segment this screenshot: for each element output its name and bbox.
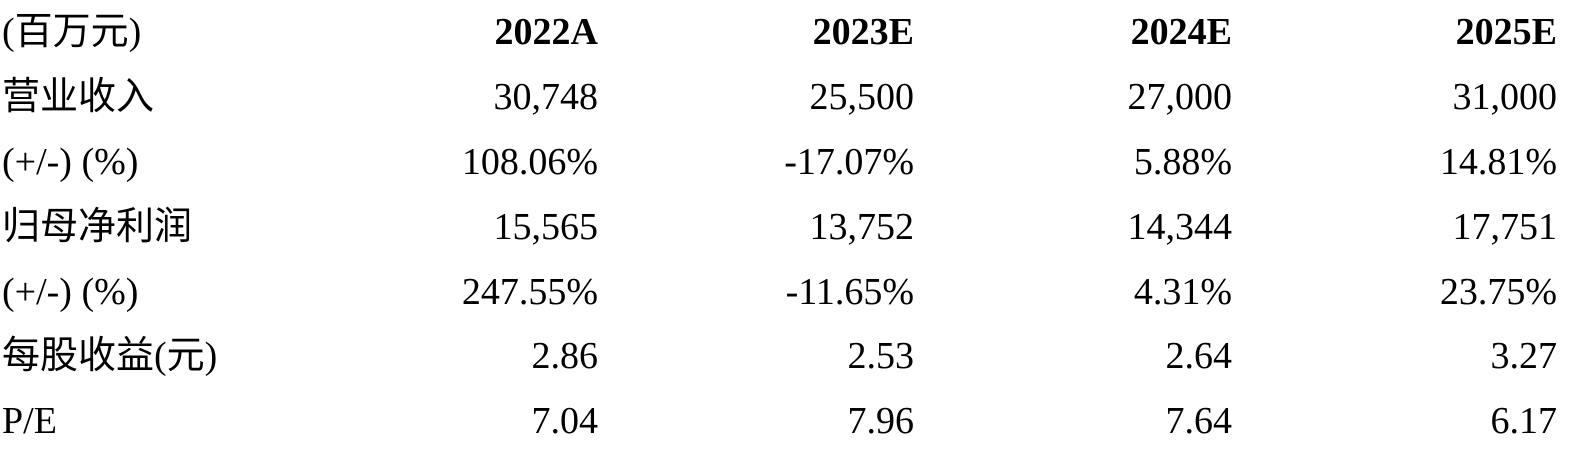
- cell-value: 247.55%: [461, 270, 598, 313]
- cell-value: 7.04: [531, 400, 599, 443]
- cell-value: 108.06%: [461, 140, 598, 183]
- table-row-net-profit: 归母净利润 15,565 13,752 14,344 17,751: [0, 194, 1569, 259]
- cell-value: 15,565: [493, 205, 599, 248]
- cell-value: 7.96: [847, 400, 915, 443]
- cell-value: 13,752: [809, 205, 915, 248]
- table-row-revenue-growth: (+/-) (%) 108.06% -17.07% 5.88% 14.81%: [0, 130, 1569, 195]
- cell-value: 17,751: [1452, 205, 1558, 248]
- row-label: (+/-) (%): [2, 270, 139, 313]
- cell-value: 23.75%: [1439, 270, 1557, 313]
- table-row-pe: P/E 7.04 7.96 7.64 6.17: [0, 389, 1569, 454]
- cell-value: 25,500: [809, 76, 915, 119]
- cell-value: 14,344: [1127, 205, 1233, 248]
- row-label: 归母净利润: [2, 205, 193, 248]
- year-header-2025e: 2025E: [1455, 11, 1557, 54]
- cell-value: 2.53: [847, 335, 915, 378]
- header-row: (百万元) 2022A 2023E 2024E 2025E: [0, 0, 1569, 65]
- cell-value: 2.64: [1165, 335, 1233, 378]
- table-row-revenue: 营业收入 30,748 25,500 27,000 31,000: [0, 65, 1569, 130]
- row-label: (+/-) (%): [2, 140, 139, 183]
- year-header-2022a: 2022A: [494, 11, 598, 54]
- cell-value: 4.31%: [1133, 270, 1232, 313]
- cell-value: 14.81%: [1439, 140, 1557, 183]
- cell-value: 5.88%: [1133, 140, 1232, 183]
- cell-value: 2.86: [531, 335, 599, 378]
- cell-value: 27,000: [1127, 76, 1233, 119]
- cell-value: 6.17: [1490, 400, 1558, 443]
- row-label: 营业收入: [2, 76, 155, 119]
- cell-value: 7.64: [1165, 400, 1233, 443]
- year-header-2023e: 2023E: [812, 11, 914, 54]
- cell-value: 30,748: [493, 76, 599, 119]
- row-label: P/E: [2, 400, 57, 443]
- row-label: 每股收益(元): [2, 335, 218, 378]
- table-row-eps: 每股收益(元) 2.86 2.53 2.64 3.27: [0, 324, 1569, 389]
- unit-label: (百万元): [2, 11, 142, 54]
- year-header-2024e: 2024E: [1130, 11, 1232, 54]
- cell-value: 3.27: [1490, 335, 1558, 378]
- cell-value: -11.65%: [785, 270, 914, 313]
- table-row-net-profit-growth: (+/-) (%) 247.55% -11.65% 4.31% 23.75%: [0, 259, 1569, 324]
- cell-value: 31,000: [1452, 76, 1558, 119]
- cell-value: -17.07%: [784, 140, 914, 183]
